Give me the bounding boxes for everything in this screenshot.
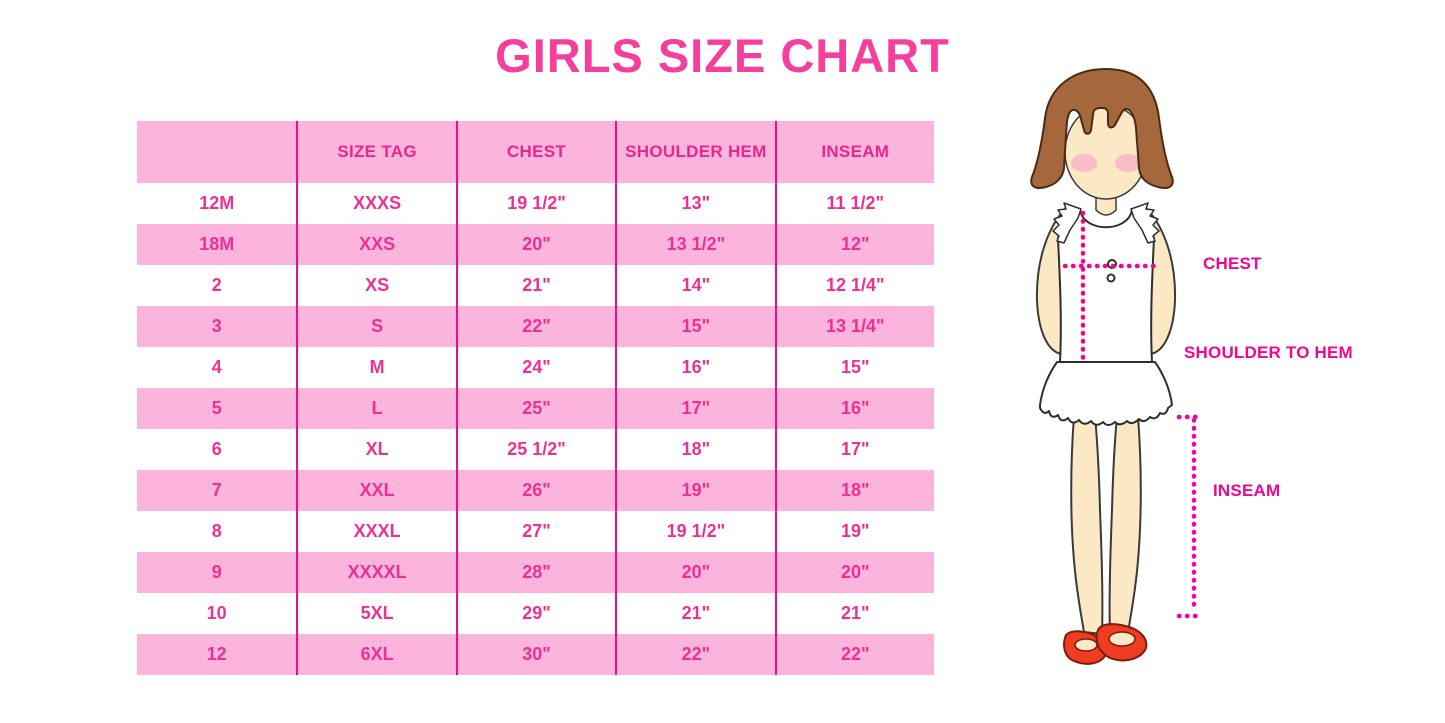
- table-cell: 20": [455, 224, 615, 265]
- table-row: 4 M 24" 16" 15": [137, 347, 934, 388]
- table-cell: 5: [211, 398, 222, 418]
- table-cell: 5XL: [296, 593, 455, 634]
- girl-right-leg: [1108, 415, 1142, 636]
- column-header: [137, 121, 296, 183]
- table-cell: XXS: [296, 224, 455, 265]
- inseam-label: INSEAM: [1213, 481, 1281, 500]
- table-cell: 21": [774, 593, 934, 634]
- table-cell: 11 1/2": [774, 183, 934, 224]
- table-row: 2 XS 21" 14" 12 1/4": [137, 265, 934, 306]
- table-cell: 22": [455, 306, 615, 347]
- table-cell: XXXS: [296, 183, 455, 224]
- table-cell: XXXXL: [296, 552, 455, 593]
- column-header: SHOULDER HEM: [615, 121, 774, 183]
- table-cell: 19 1/2": [455, 183, 615, 224]
- table-cell: XL: [296, 429, 455, 470]
- table-cell: 21": [615, 593, 774, 634]
- girl-top: [1057, 206, 1155, 363]
- shoulder-to-hem-label: SHOULDER TO HEM: [1184, 343, 1353, 362]
- table-cell: 3: [211, 316, 222, 336]
- table-cell: 12": [774, 224, 934, 265]
- column-header: SIZE TAG: [296, 121, 455, 183]
- table-cell: 12: [206, 644, 227, 664]
- table-cell: 24": [455, 347, 615, 388]
- table-cell: 4: [211, 357, 222, 377]
- table-cell: 13 1/2": [615, 224, 774, 265]
- table-row: 5 L 25" 17" 16": [137, 388, 934, 429]
- table-row: 18M XXS 20" 13 1/2" 12": [137, 224, 934, 265]
- table-cell: 20": [774, 552, 934, 593]
- table-cell: 19": [774, 511, 934, 552]
- table-cell: 10: [206, 603, 227, 623]
- table-cell: XXXL: [296, 511, 455, 552]
- table-cell: 13 1/4": [774, 306, 934, 347]
- table-cell: 15": [615, 306, 774, 347]
- table-cell: M: [296, 347, 455, 388]
- table-cell: 29": [455, 593, 615, 634]
- girl-right-ruffle: [1130, 202, 1160, 244]
- page-title: GIRLS SIZE CHART: [495, 29, 950, 82]
- table-cell: 28": [455, 552, 615, 593]
- table-cell: 13": [615, 183, 774, 224]
- girl-left-ruffle: [1052, 202, 1082, 244]
- table-cell: 8: [211, 521, 222, 541]
- table-cell: XS: [296, 265, 455, 306]
- table-cell: 18": [774, 470, 934, 511]
- column-header: INSEAM: [774, 121, 934, 183]
- table-row: 10 5XL 29" 21" 21": [137, 593, 934, 634]
- table-cell: 26": [455, 470, 615, 511]
- size-table: SIZE TAG CHEST SHOULDER HEM INSEAM 12M XXXS 19…: [137, 121, 934, 675]
- table-cell: 2: [211, 275, 222, 295]
- table-row: 7 XXL 26" 19" 18": [137, 470, 934, 511]
- table-cell: 27": [455, 511, 615, 552]
- table-cell: 7: [211, 480, 222, 500]
- table-row: 12M XXXS 19 1/2" 13" 11 1/2": [137, 183, 934, 224]
- table-cell: 9: [211, 562, 222, 582]
- table-cell: 22": [615, 634, 774, 675]
- table-cell: 12 1/4": [774, 265, 934, 306]
- girl-top-button-2: [1106, 273, 1116, 283]
- table-header-row: SIZE TAG CHEST SHOULDER HEM INSEAM: [137, 121, 934, 183]
- table-cell: 17": [774, 429, 934, 470]
- table-cell: 16": [615, 347, 774, 388]
- table-cell: 6XL: [296, 634, 455, 675]
- girl-left-leg: [1070, 415, 1104, 636]
- table-cell: 6: [211, 439, 222, 459]
- table-cell: 19 1/2": [615, 511, 774, 552]
- girl-left-shoe-opening: [1074, 638, 1098, 652]
- table-row: 8 XXXL 27" 19 1/2" 19": [137, 511, 934, 552]
- girl-skirt: [1039, 361, 1173, 426]
- table-cell: 16": [774, 388, 934, 429]
- table-row: 3 S 22" 15" 13 1/4": [137, 306, 934, 347]
- girl-hair: [1030, 68, 1174, 189]
- table-cell: 21": [455, 265, 615, 306]
- table-cell: 30": [455, 634, 615, 675]
- table-cell: 18": [615, 429, 774, 470]
- table-cell: 25": [455, 388, 615, 429]
- table-cell: 15": [774, 347, 934, 388]
- table-row: 9 XXXXL 28" 20" 20": [137, 552, 934, 593]
- table-cell: 25 1/2": [455, 429, 615, 470]
- girl-illustration: [1030, 68, 1206, 665]
- table-cell: 17": [615, 388, 774, 429]
- girl-blush-right: [1115, 154, 1141, 172]
- column-header: CHEST: [455, 121, 615, 183]
- table-cell: 12M: [199, 193, 235, 213]
- girl-right-shoe-opening: [1108, 631, 1136, 647]
- table-cell: 14": [615, 265, 774, 306]
- table-cell: 19": [615, 470, 774, 511]
- table-row: 6 XL 25 1/2" 18" 17": [137, 429, 934, 470]
- table-cell: 18M: [199, 234, 235, 254]
- chest-label: CHEST: [1203, 254, 1262, 273]
- girl-blush-left: [1071, 154, 1097, 172]
- table-cell: 20": [615, 552, 774, 593]
- table-row: 12 6XL 30" 22" 22": [137, 634, 934, 675]
- table-cell: L: [296, 388, 455, 429]
- table-cell: S: [296, 306, 455, 347]
- table-cell: XXL: [296, 470, 455, 511]
- table-cell: 22": [774, 634, 934, 675]
